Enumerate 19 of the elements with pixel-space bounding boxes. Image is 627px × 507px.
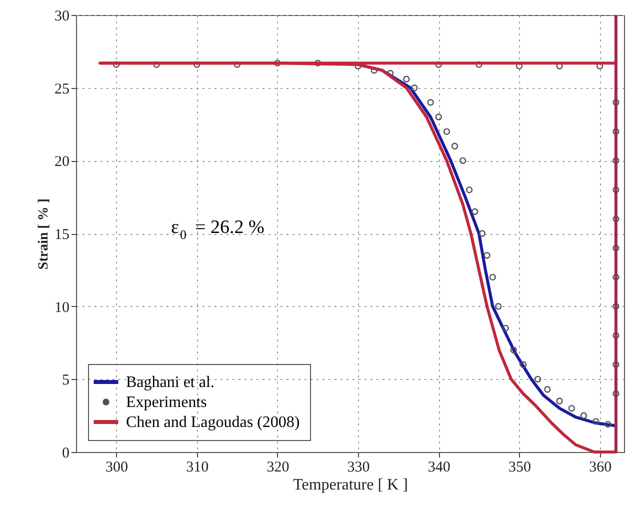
y-tick-label: 0 — [62, 446, 70, 462]
y-tick-label: 15 — [54, 227, 70, 243]
x-tick-label: 340 — [428, 460, 450, 476]
y-axis-title: Strain [ % ] — [36, 198, 52, 270]
x-tick-label: 360 — [589, 460, 612, 476]
x-tick-label: 310 — [186, 460, 209, 476]
x-tick-label: 300 — [106, 460, 128, 476]
legend-label: Chen and Lagoudas (2008) — [126, 414, 300, 431]
y-tick-label: 10 — [54, 300, 70, 316]
y-tick-label: 20 — [54, 154, 70, 170]
legend-label: Baghani et al. — [126, 374, 214, 391]
x-tick-label: 320 — [266, 460, 290, 476]
x-axis-title: Temperature [ K ] — [293, 476, 408, 494]
y-tick-label: 25 — [54, 81, 70, 98]
x-tick-label: 330 — [347, 460, 370, 476]
legend-label: Experiments — [126, 394, 207, 411]
y-tick-label: 5 — [62, 372, 70, 389]
y-tick-label: 30 — [54, 8, 70, 24]
x-tick-label: 350 — [508, 460, 531, 476]
